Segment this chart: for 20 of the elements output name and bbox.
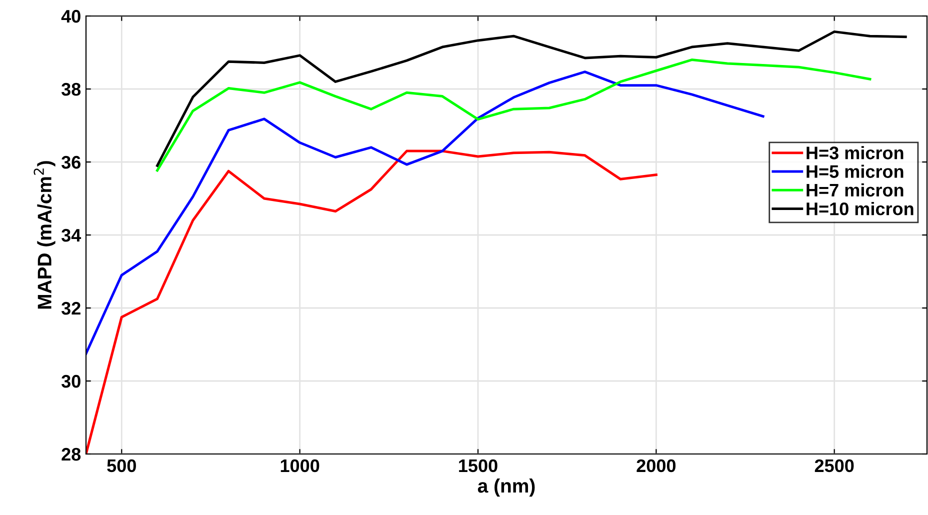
y-tick-label: 36 bbox=[61, 156, 80, 169]
line-series bbox=[86, 70, 764, 355]
x-tick-label: 1000 bbox=[280, 459, 320, 472]
legend-label: H=7 micron bbox=[806, 183, 904, 197]
x-tick-label: 500 bbox=[107, 459, 136, 472]
x-tick-label: 1500 bbox=[459, 459, 498, 472]
y-tick-label: 34 bbox=[61, 228, 82, 242]
y-axis-title: MAPD (mA/cm$^{2}$) bbox=[34, 161, 56, 309]
x-tick-label: 2000 bbox=[636, 459, 676, 472]
y-tick-label: 40 bbox=[61, 10, 80, 23]
y-tick-label: 30 bbox=[61, 374, 80, 388]
y-tick-label: 32 bbox=[61, 302, 80, 315]
line-series bbox=[86, 150, 658, 454]
legend-label: H=5 micron bbox=[806, 164, 904, 178]
legend-label: H=10 micron bbox=[806, 202, 914, 216]
y-tick-label: 38 bbox=[61, 82, 81, 96]
y-tick-label: 28 bbox=[62, 448, 81, 461]
legend-label: H=3 micron bbox=[806, 146, 904, 160]
x-axis-title: a (nm) bbox=[478, 478, 535, 497]
x-tick-label: 2500 bbox=[814, 459, 854, 472]
